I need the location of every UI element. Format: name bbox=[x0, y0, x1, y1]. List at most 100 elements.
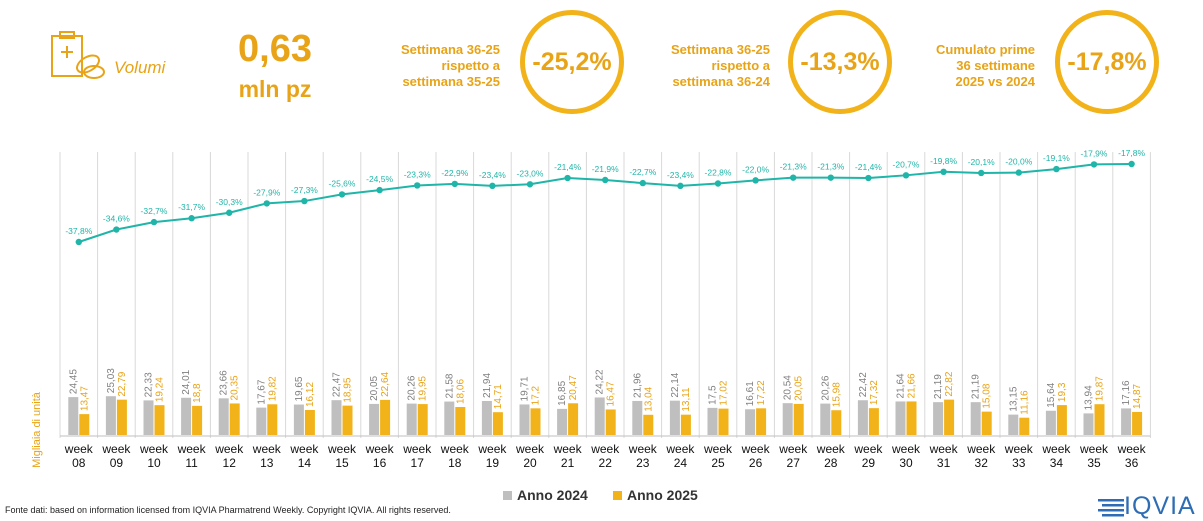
bar-label-2024: 17,5 bbox=[708, 385, 719, 405]
bar-label-2025: 22,79 bbox=[117, 371, 128, 396]
cumulative-point bbox=[489, 182, 496, 190]
bar-label-2024: 22,33 bbox=[144, 372, 155, 397]
x-tick-label: week 30 bbox=[891, 442, 921, 470]
bar-label-2024: 22,14 bbox=[670, 372, 681, 397]
x-tick-label: week 25 bbox=[703, 442, 733, 470]
bar-2025 bbox=[831, 410, 842, 435]
bar-2025 bbox=[116, 399, 127, 435]
bar-label-2024: 23,66 bbox=[219, 370, 230, 395]
kpi-1-line1: Settimana 36-25 bbox=[401, 42, 500, 57]
bar-label-2024: 21,94 bbox=[482, 373, 493, 398]
bar-2025 bbox=[192, 405, 203, 435]
cumulative-label: -17,8% bbox=[1118, 148, 1145, 158]
bar-2024 bbox=[143, 400, 154, 435]
x-tick-label: week 10 bbox=[139, 442, 169, 470]
bar-2024 bbox=[105, 396, 116, 435]
cumulative-point bbox=[1128, 160, 1135, 168]
x-tick-label: week 26 bbox=[741, 442, 771, 470]
cumulative-point bbox=[940, 168, 947, 175]
cumulative-label: -25,6% bbox=[329, 178, 356, 188]
bar-label-2024: 17,67 bbox=[256, 379, 267, 404]
cumulative-label: -20,0% bbox=[1005, 157, 1032, 167]
bar-label-2025: 11,16 bbox=[1019, 390, 1030, 415]
bar-2024 bbox=[857, 400, 868, 435]
bar-label-2024: 24,45 bbox=[68, 369, 79, 394]
legend-2025-label: Anno 2025 bbox=[627, 487, 698, 503]
bar-label-2025: 13,04 bbox=[643, 386, 654, 411]
x-tick-label: week 36 bbox=[1117, 442, 1147, 470]
cumulative-point bbox=[1053, 165, 1060, 173]
bar-label-2024: 22,42 bbox=[858, 372, 869, 397]
bar-label-2025: 14,71 bbox=[493, 384, 504, 409]
bar-2024 bbox=[782, 403, 793, 435]
bar-label-2024: 16,61 bbox=[745, 381, 756, 406]
cumulative-point bbox=[827, 174, 834, 181]
bar-label-2025: 18,8 bbox=[192, 383, 203, 403]
bar-2025 bbox=[568, 403, 579, 435]
bar-label-2025: 15,08 bbox=[982, 383, 993, 408]
bar-2024 bbox=[331, 400, 342, 435]
bar-2025 bbox=[906, 401, 917, 435]
total-volume-unit: mln pz bbox=[238, 76, 312, 102]
bar-2024 bbox=[181, 397, 192, 435]
bar-2025 bbox=[79, 414, 90, 435]
kpi-1-description: Settimana 36-25 rispetto a settimana 35-… bbox=[360, 42, 500, 90]
bar-label-2024: 21,64 bbox=[896, 373, 907, 398]
cumulative-label: -27,3% bbox=[291, 185, 318, 195]
x-tick-label: week 35 bbox=[1079, 442, 1109, 470]
cumulative-label: -21,4% bbox=[554, 162, 581, 172]
cumulative-point bbox=[376, 186, 383, 194]
kpi-1-value: -25,2% bbox=[532, 47, 612, 76]
x-tick-label: week 31 bbox=[929, 442, 959, 470]
bar-2024 bbox=[707, 407, 718, 435]
bar-label-2024: 20,05 bbox=[369, 375, 380, 400]
kpi-3-circle: -17,8% bbox=[1055, 10, 1159, 114]
bar-2025 bbox=[417, 404, 428, 435]
chart-grid bbox=[59, 152, 1151, 438]
kpi-2-value: -13,3% bbox=[800, 47, 880, 76]
bar-label-2024: 24,01 bbox=[181, 369, 192, 394]
bar-2025 bbox=[605, 409, 616, 435]
kpi-2-description: Settimana 36-25 rispetto a settimana 36-… bbox=[630, 42, 770, 90]
cumulative-label: -22,8% bbox=[705, 168, 732, 178]
x-tick-label: week 32 bbox=[966, 442, 996, 470]
kpi-2-line3: settimana 36-24 bbox=[672, 74, 770, 89]
legend-2024-swatch bbox=[503, 490, 512, 500]
bar-label-2024: 25,03 bbox=[106, 368, 117, 393]
cumulative-point bbox=[639, 179, 646, 187]
bar-2024 bbox=[256, 407, 267, 435]
x-tick-label: week 34 bbox=[1041, 442, 1071, 470]
bar-2025 bbox=[756, 408, 767, 435]
bar-2025 bbox=[530, 408, 541, 435]
bar-label-2024: 21,19 bbox=[971, 374, 982, 399]
cumulative-label: -37,8% bbox=[65, 226, 92, 236]
cumulative-point bbox=[338, 191, 346, 198]
bar-2025 bbox=[944, 399, 955, 435]
bar-2024 bbox=[745, 409, 756, 435]
x-tick-label: week 22 bbox=[590, 442, 620, 470]
cumulative-label: -17,9% bbox=[1081, 148, 1108, 158]
cumulative-point bbox=[263, 200, 270, 207]
kpi-2-circle: -13,3% bbox=[788, 10, 892, 114]
cumulative-point bbox=[564, 174, 571, 182]
bar-2024 bbox=[970, 402, 981, 435]
cumulative-point bbox=[752, 177, 759, 184]
bar-label-2025: 13,47 bbox=[79, 386, 90, 411]
x-tick-label: week 28 bbox=[816, 442, 846, 470]
bar-2025 bbox=[267, 404, 278, 435]
bar-label-2025: 22,64 bbox=[380, 371, 391, 396]
cumulative-line-layer: -37,8% -34,6% -32,7% -31,7% -30,3% -27,9% -27,… bbox=[65, 148, 1146, 246]
bar-label-2024: 22,47 bbox=[332, 372, 343, 397]
bar-label-2025: 17,02 bbox=[719, 380, 730, 405]
bar-2024 bbox=[933, 402, 944, 435]
kpi-2-line2: rispetto a bbox=[711, 58, 770, 73]
bar-2024 bbox=[1121, 408, 1132, 435]
bar-2024 bbox=[1083, 413, 1094, 435]
cumulative-point bbox=[226, 209, 233, 216]
bar-2025 bbox=[492, 412, 503, 435]
bar-label-2024: 13,94 bbox=[1084, 385, 1095, 410]
bar-2025 bbox=[1132, 411, 1143, 435]
bar-2025 bbox=[981, 411, 992, 435]
cumulative-point bbox=[75, 238, 83, 246]
